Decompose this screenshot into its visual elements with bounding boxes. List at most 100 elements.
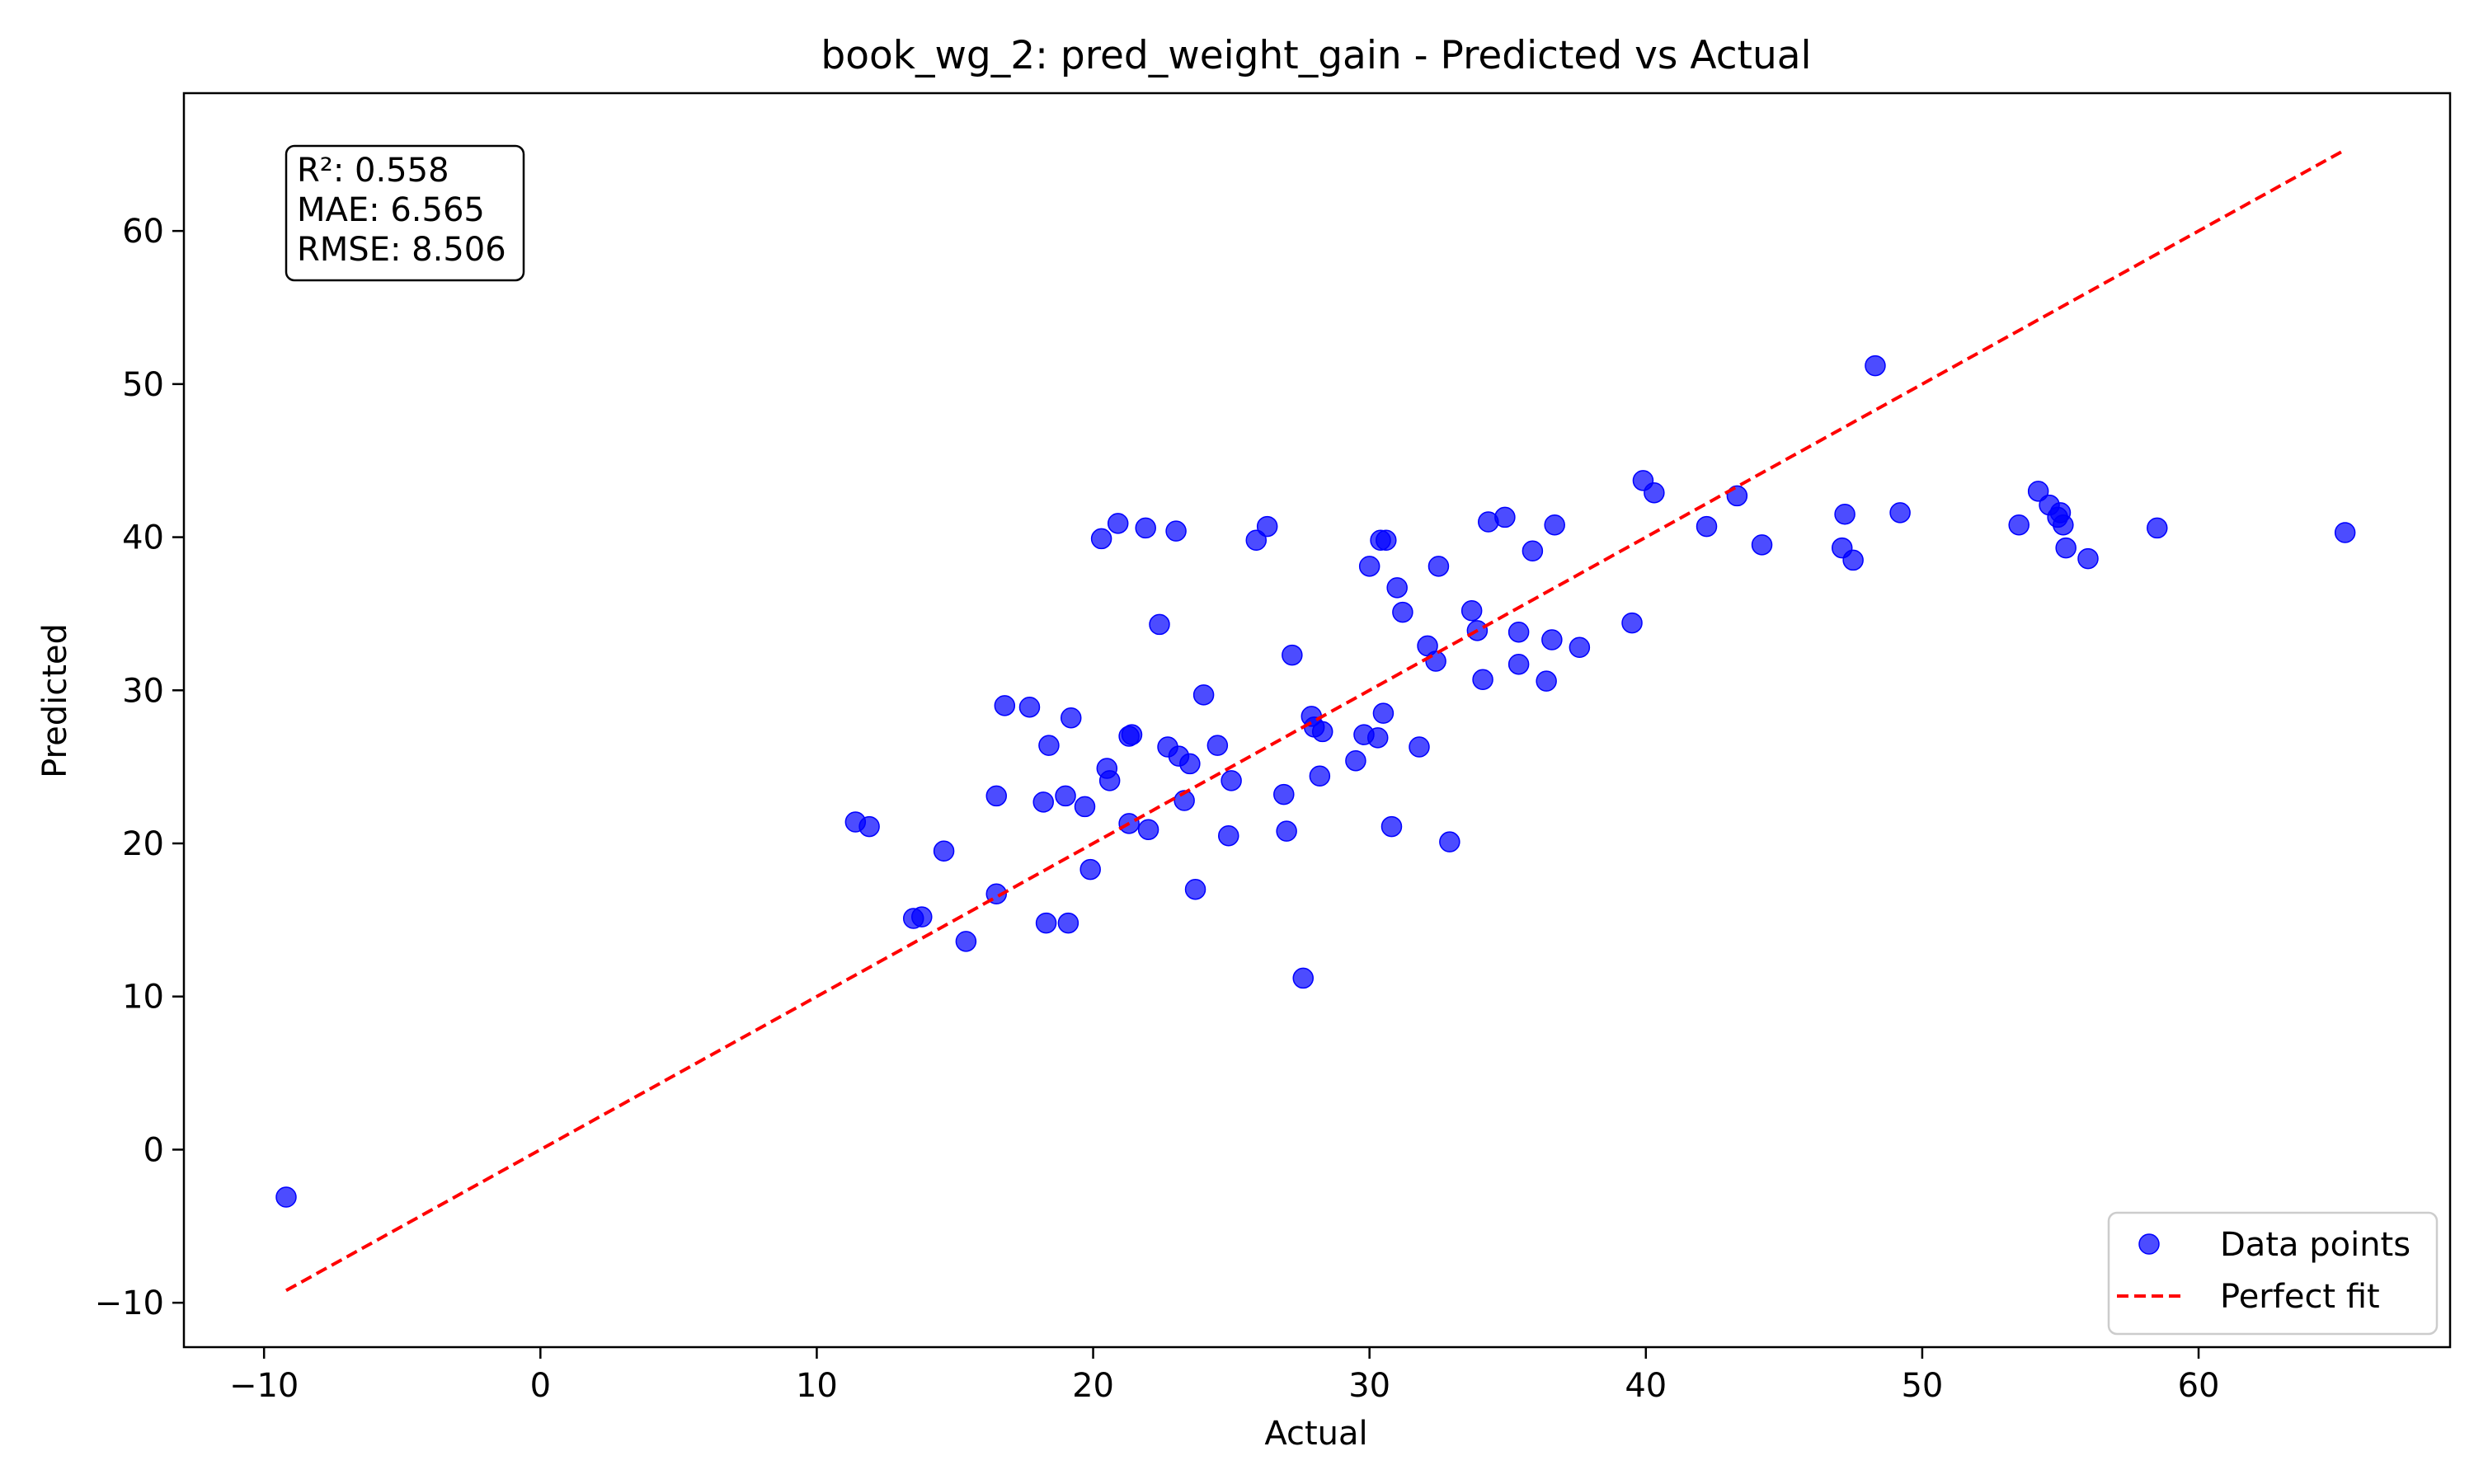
- plot-area: −10 0 10 20 30 40 50 60 −10 0 10 20 30 40 50 60: [95, 92, 2452, 1405]
- y-tick-label: 0: [143, 1131, 164, 1169]
- data-point: [994, 695, 1016, 716]
- data-point: [2053, 514, 2074, 536]
- data-point: [1309, 765, 1331, 787]
- data-point: [1541, 629, 1563, 650]
- data-point: [911, 906, 933, 928]
- stats-box-frame: [285, 144, 525, 282]
- data-point: [1121, 724, 1143, 745]
- data-point: [1098, 770, 1121, 791]
- data-point: [2147, 517, 2168, 539]
- x-tick-label: 40: [1625, 1367, 1667, 1405]
- data-point: [1184, 878, 1206, 900]
- data-point: [1192, 684, 1215, 706]
- y-tick-label: 50: [122, 366, 164, 404]
- x-tick-label: −10: [229, 1367, 299, 1405]
- data-point: [1409, 736, 1430, 758]
- data-point: [1149, 613, 1170, 636]
- data-point: [1889, 502, 1911, 524]
- data-point: [1038, 735, 1060, 756]
- y-axis: −10 0 10 20 30 40 50 60: [95, 213, 184, 1322]
- legend-label-data-points: Data points: [2220, 1226, 2411, 1264]
- data-point: [1472, 669, 1493, 691]
- data-point: [2055, 537, 2077, 559]
- data-point: [1135, 517, 1156, 539]
- y-tick-label: 60: [122, 213, 164, 251]
- data-point: [1273, 783, 1295, 805]
- data-point: [1834, 503, 1856, 525]
- data-point: [1460, 599, 1483, 622]
- data-point: [1621, 612, 1643, 634]
- data-point: [1055, 785, 1076, 807]
- data-point: [1372, 702, 1395, 724]
- x-axis-label: Actual: [1264, 1415, 1367, 1453]
- legend-frame: [2107, 1211, 2439, 1336]
- data-point: [1137, 819, 1159, 841]
- x-tick-label: 0: [530, 1367, 551, 1405]
- stats-r2: R²: 0.558: [297, 152, 449, 190]
- data-point: [1245, 529, 1268, 552]
- data-point: [1644, 481, 1665, 504]
- x-tick-label: 50: [1901, 1367, 1943, 1405]
- data-point: [1842, 549, 1864, 571]
- data-point: [1035, 912, 1057, 934]
- data-point: [1366, 727, 1389, 749]
- data-point: [985, 785, 1008, 807]
- data-point: [1345, 749, 1366, 772]
- data-point: [1174, 790, 1195, 811]
- data-point: [1032, 791, 1054, 813]
- data-point: [1494, 506, 1516, 528]
- data-point: [275, 1186, 297, 1208]
- stats-mae: MAE: 6.565: [297, 191, 485, 229]
- y-tick-label: 20: [122, 825, 164, 863]
- data-point: [1276, 820, 1297, 842]
- data-point: [1380, 815, 1403, 838]
- data-point: [1256, 515, 1278, 538]
- x-tick-label: 10: [796, 1367, 838, 1405]
- data-point: [1057, 912, 1079, 934]
- stats-rmse: RMSE: 8.506: [297, 231, 506, 269]
- y-tick-label: 10: [122, 979, 164, 1017]
- data-point: [1544, 514, 1565, 536]
- data-point: [1751, 534, 1773, 556]
- data-point: [1522, 540, 1544, 562]
- data-point: [2334, 522, 2356, 543]
- data-point: [1165, 520, 1187, 542]
- data-point: [1221, 770, 1242, 791]
- chart-title: book_wg_2: pred_weight_gain - Predicted …: [821, 33, 1811, 78]
- data-point: [1107, 513, 1129, 534]
- plot-frame: [182, 92, 2452, 1349]
- y-tick-label: −10: [95, 1284, 164, 1322]
- data-point: [2008, 514, 2030, 536]
- data-point: [1282, 644, 1303, 666]
- data-point: [933, 840, 955, 862]
- y-tick-label: 30: [122, 672, 164, 710]
- data-point: [1507, 621, 1530, 643]
- data-point: [1696, 515, 1718, 538]
- y-axis-label: Predicted: [36, 623, 74, 778]
- data-point: [1386, 577, 1408, 599]
- data-point: [1218, 824, 1239, 847]
- data-point: [1427, 556, 1450, 577]
- data-point: [1569, 636, 1591, 659]
- data-point: [1439, 831, 1460, 852]
- data-point: [2077, 547, 2099, 570]
- legend-marker-data-points: [2138, 1233, 2160, 1255]
- x-tick-label: 60: [2178, 1367, 2220, 1405]
- y-tick-label: 40: [122, 519, 164, 557]
- legend: Data points Perfect fit: [2107, 1211, 2439, 1336]
- data-point: [1079, 858, 1101, 881]
- data-point: [1292, 967, 1314, 989]
- data-point: [1376, 529, 1397, 552]
- data-point: [858, 815, 880, 838]
- data-point: [1865, 355, 1886, 377]
- data-point: [955, 931, 977, 952]
- data-point: [1507, 653, 1530, 675]
- data-point: [1060, 707, 1082, 729]
- data-point: [1090, 528, 1112, 550]
- data-point: [1018, 696, 1041, 718]
- x-tick-label: 30: [1348, 1367, 1390, 1405]
- data-point: [1358, 556, 1380, 577]
- data-point: [1392, 601, 1413, 623]
- data-point: [1311, 721, 1333, 743]
